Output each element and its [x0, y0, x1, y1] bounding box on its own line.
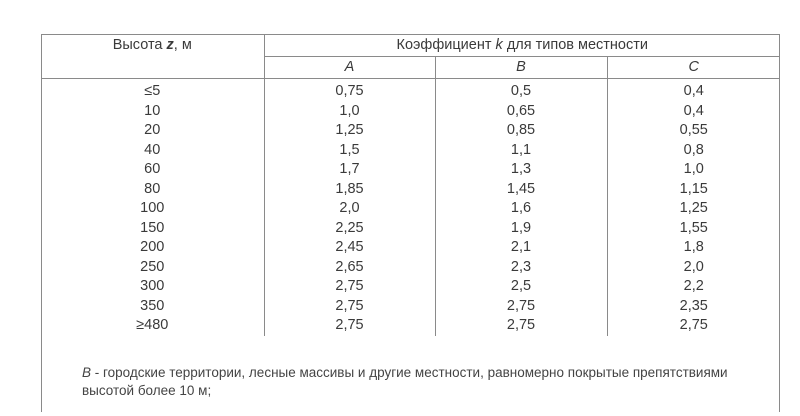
terrain-a-cell: 2,45: [264, 238, 436, 258]
height-variable: z: [166, 37, 174, 53]
footnote-line-2: высотой более 10 м;: [82, 383, 212, 398]
terrain-b-cell: 2,3: [435, 257, 608, 277]
height-cell: ≥480: [41, 316, 265, 336]
height-cell: 250: [41, 257, 265, 277]
height-cell: 80: [41, 179, 265, 199]
terrain-a-cell: 1,25: [264, 121, 436, 141]
table-body: ≤5 0,75 0,5 0,4 10 1,0 0,65 0,4 20 1,25 0,85 0,55 40…: [41, 78, 780, 336]
terrain-a-cell: 2,25: [264, 218, 436, 238]
terrain-b-cell: 0,85: [435, 121, 608, 141]
terrain-c-cell: 1,25: [679, 200, 708, 216]
terrain-c-header: C: [607, 56, 780, 79]
terrain-c-cell: 1,8: [683, 239, 704, 255]
table-row: ≥480 2,75 2,75 2,75: [41, 316, 780, 336]
header-row: Высота z, м Коэффициент k для типов мест…: [41, 34, 780, 79]
terrain-b-cell: 1,3: [435, 160, 608, 180]
coefficient-label-suffix: для типов местности: [506, 37, 648, 53]
height-cell: 10: [41, 101, 265, 121]
terrain-c-cell: 1,15: [679, 180, 708, 197]
terrain-c-cell: 2,75: [679, 317, 708, 333]
terrain-b-cell: 1,45: [435, 179, 608, 199]
table-row: 10 1,0 0,65 0,4: [41, 101, 780, 121]
wind-coefficient-table: Высота z, м Коэффициент k для типов мест…: [41, 34, 780, 336]
table-row: 80 1,85 1,45 1,15: [41, 179, 780, 199]
coefficient-column-header: Коэффициент k для типов местности: [264, 34, 780, 57]
terrain-c-cell: 1,0: [683, 161, 704, 177]
terrain-c-cell: 0,4: [683, 83, 704, 99]
terrain-a-cell: 1,5: [264, 140, 436, 160]
footnote: B - городские территории, лесные массивы…: [82, 364, 742, 400]
height-column-header: Высота z, м: [41, 34, 265, 79]
height-cell: 350: [41, 296, 265, 316]
table-row: 20 1,25 0,85 0,55: [41, 121, 780, 141]
terrain-b-cell: 0,5: [435, 78, 608, 102]
table-row: 350 2,75 2,75 2,35: [41, 296, 780, 316]
height-cell: 200: [41, 238, 265, 258]
table-row: 60 1,7 1,3 1,0: [41, 160, 780, 180]
terrain-b-cell: 2,1: [435, 238, 608, 258]
terrain-header-row: A B C: [41, 56, 780, 79]
terrain-c-cell: 1,55: [679, 219, 708, 236]
terrain-a-cell: 2,75: [264, 277, 436, 297]
height-cell: 40: [41, 140, 265, 160]
terrain-a-cell: 2,65: [264, 257, 436, 277]
height-unit: , м: [173, 37, 192, 53]
terrain-c-cell: 0,8: [683, 141, 704, 158]
table-row: 200 2,45 2,1 1,8: [41, 238, 780, 258]
footnote-line-1: B - городские территории, лесные массивы…: [82, 364, 742, 382]
height-cell: 60: [41, 160, 265, 180]
terrain-c-cell: 0,4: [683, 102, 704, 119]
height-cell: 20: [41, 121, 265, 141]
table-row: 250 2,65 2,3 2,0: [41, 257, 780, 277]
table-row: 40 1,5 1,1 0,8: [41, 140, 780, 160]
terrain-b-cell: 2,75: [435, 316, 608, 336]
coefficient-variable: k: [495, 37, 503, 53]
height-cell: 100: [41, 199, 265, 219]
table-row: ≤5 0,75 0,5 0,4: [41, 78, 780, 102]
height-cell: 300: [41, 277, 265, 297]
coefficient-label: Коэффициент: [396, 37, 492, 53]
height-cell: ≤5: [41, 78, 265, 102]
terrain-c-cell: 0,55: [679, 122, 708, 138]
terrain-b-cell: 2,75: [435, 296, 608, 316]
terrain-a-cell: 2,75: [264, 316, 436, 336]
terrain-a-header: A: [264, 56, 436, 79]
terrain-b-cell: 1,9: [435, 218, 608, 238]
terrain-b-cell: 1,6: [435, 199, 608, 219]
terrain-a-cell: 1,0: [264, 101, 436, 121]
terrain-a-cell: 2,75: [264, 296, 436, 316]
footnote-text-1: - городские территории, лесные массивы и…: [91, 365, 728, 380]
terrain-b-cell: 0,65: [435, 101, 608, 121]
table-row: 100 2,0 1,6 1,25: [41, 199, 780, 219]
terrain-c-cell: 2,0: [683, 258, 704, 275]
terrain-c-cell: 2,2: [683, 278, 704, 294]
terrain-a-cell: 0,75: [264, 78, 436, 102]
terrain-a-cell: 1,7: [264, 160, 436, 180]
terrain-b-cell: 1,1: [435, 140, 608, 160]
terrain-a-cell: 2,0: [264, 199, 436, 219]
terrain-b-cell: 2,5: [435, 277, 608, 297]
table-row: 300 2,75 2,5 2,2: [41, 277, 780, 297]
terrain-a-cell: 1,85: [264, 179, 436, 199]
height-label: Высота: [112, 37, 163, 53]
height-cell: 150: [41, 218, 265, 238]
table-row: 150 2,25 1,9 1,55: [41, 218, 780, 238]
footnote-letter: B: [82, 365, 92, 380]
terrain-c-cell: 2,35: [679, 297, 708, 314]
terrain-b-header: B: [435, 56, 608, 79]
